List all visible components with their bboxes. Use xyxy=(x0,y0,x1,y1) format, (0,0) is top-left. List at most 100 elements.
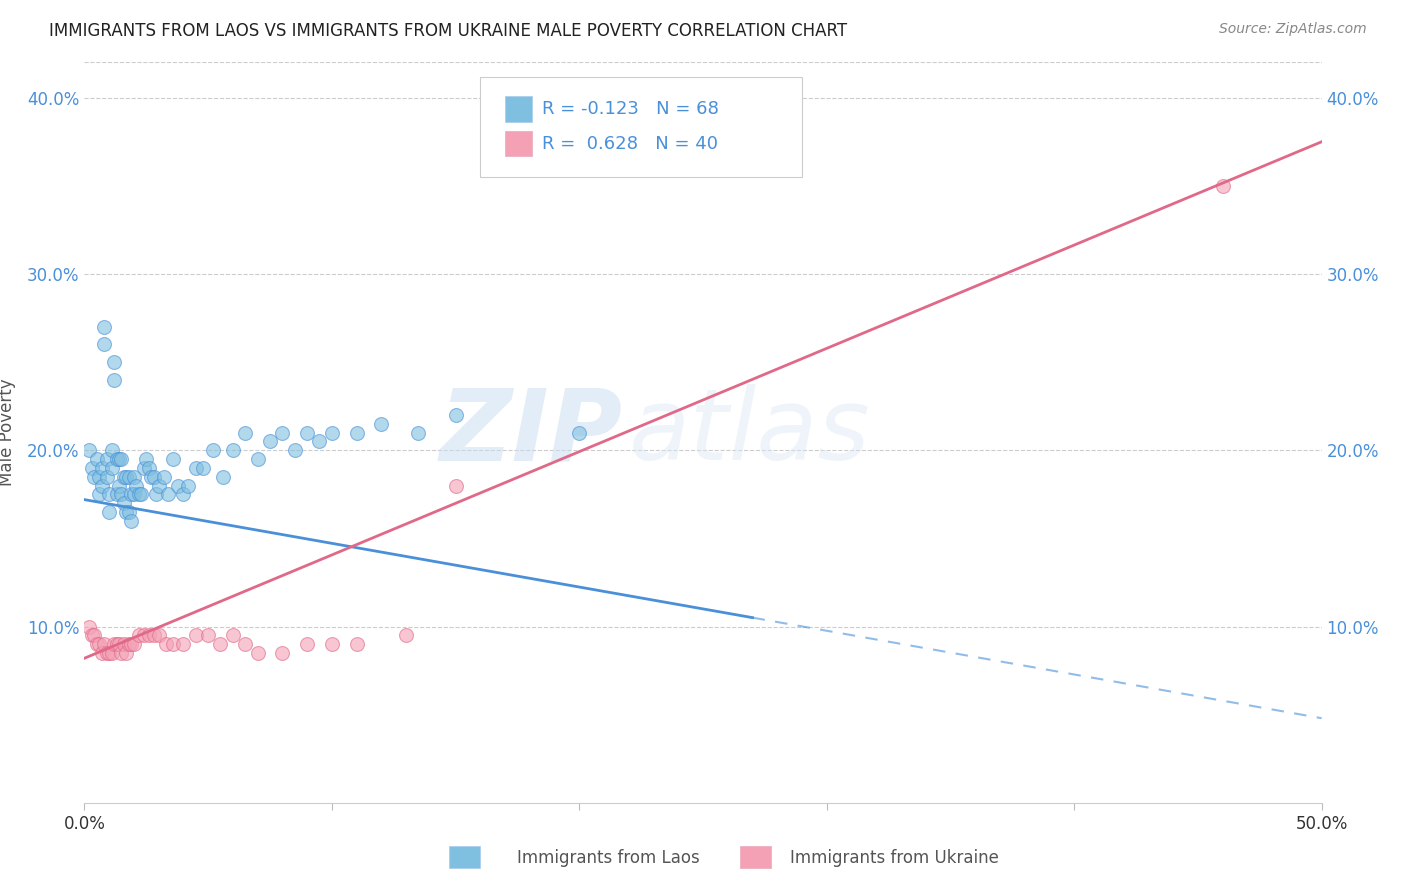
Point xyxy=(155,637,177,651)
Point xyxy=(80,628,103,642)
Point xyxy=(142,628,165,642)
Bar xyxy=(505,131,533,156)
Point xyxy=(105,487,128,501)
Text: atlas: atlas xyxy=(628,384,870,481)
Point xyxy=(346,637,368,651)
Point xyxy=(96,646,118,660)
Point xyxy=(1212,178,1234,193)
Point xyxy=(103,355,125,369)
Point xyxy=(115,646,138,660)
Text: IMMIGRANTS FROM LAOS VS IMMIGRANTS FROM UKRAINE MALE POVERTY CORRELATION CHART: IMMIGRANTS FROM LAOS VS IMMIGRANTS FROM … xyxy=(49,22,848,40)
Point xyxy=(172,487,194,501)
Point xyxy=(233,637,256,651)
Point xyxy=(308,434,330,449)
Point xyxy=(222,628,245,642)
Point xyxy=(80,461,103,475)
Point xyxy=(138,461,160,475)
Point xyxy=(167,478,190,492)
Point xyxy=(110,646,132,660)
Point xyxy=(100,443,122,458)
Point xyxy=(90,478,112,492)
Point xyxy=(83,469,105,483)
Point xyxy=(98,487,121,501)
Point xyxy=(191,461,214,475)
Point xyxy=(110,452,132,467)
Y-axis label: Male Poverty: Male Poverty xyxy=(0,379,15,486)
Point xyxy=(112,469,135,483)
Point xyxy=(79,443,101,458)
Point xyxy=(100,461,122,475)
Point xyxy=(120,487,142,501)
Point xyxy=(212,469,235,483)
Point xyxy=(79,619,101,633)
Point xyxy=(202,443,225,458)
Point xyxy=(118,637,141,651)
Point xyxy=(346,425,368,440)
Point xyxy=(89,487,111,501)
Point xyxy=(197,628,219,642)
Point xyxy=(172,637,194,651)
Bar xyxy=(450,846,481,868)
Point xyxy=(96,469,118,483)
Point xyxy=(108,637,131,651)
Point xyxy=(100,646,122,660)
Point xyxy=(105,637,128,651)
Point xyxy=(83,628,105,642)
Point xyxy=(233,425,256,440)
Point xyxy=(115,469,138,483)
Point xyxy=(90,646,112,660)
Point xyxy=(271,646,294,660)
Point xyxy=(89,469,111,483)
Point xyxy=(128,628,150,642)
Point xyxy=(295,425,318,440)
Text: Source: ZipAtlas.com: Source: ZipAtlas.com xyxy=(1219,22,1367,37)
Bar xyxy=(505,96,533,121)
Point xyxy=(246,646,269,660)
Bar xyxy=(740,846,770,868)
Point xyxy=(209,637,232,651)
Point xyxy=(122,637,145,651)
Point xyxy=(110,487,132,501)
Point xyxy=(222,443,245,458)
Point xyxy=(162,637,184,651)
Point xyxy=(90,461,112,475)
Point xyxy=(112,637,135,651)
Point xyxy=(128,487,150,501)
Point xyxy=(321,425,343,440)
Point xyxy=(284,443,307,458)
Point xyxy=(184,461,207,475)
Point xyxy=(129,487,152,501)
Point xyxy=(395,628,418,642)
Point xyxy=(132,461,155,475)
Text: R = -0.123   N = 68: R = -0.123 N = 68 xyxy=(543,100,718,118)
Point xyxy=(96,452,118,467)
Point xyxy=(142,469,165,483)
Point xyxy=(93,337,115,351)
Text: ZIP: ZIP xyxy=(440,384,623,481)
Point xyxy=(120,637,142,651)
Point xyxy=(157,487,180,501)
Point xyxy=(271,425,294,440)
Point xyxy=(125,478,148,492)
Point xyxy=(122,469,145,483)
Point xyxy=(145,487,167,501)
Point xyxy=(295,637,318,651)
Point xyxy=(184,628,207,642)
Text: R =  0.628   N = 40: R = 0.628 N = 40 xyxy=(543,135,718,153)
FancyBboxPatch shape xyxy=(481,78,801,178)
Point xyxy=(138,628,160,642)
Point xyxy=(93,637,115,651)
Point xyxy=(103,637,125,651)
Point xyxy=(118,469,141,483)
Point xyxy=(444,478,467,492)
Point xyxy=(86,637,108,651)
Point xyxy=(118,505,141,519)
Point xyxy=(259,434,281,449)
Point xyxy=(370,417,392,431)
Point xyxy=(162,452,184,467)
Point xyxy=(122,487,145,501)
Point xyxy=(105,452,128,467)
Point xyxy=(103,373,125,387)
Point xyxy=(93,319,115,334)
Point xyxy=(148,478,170,492)
